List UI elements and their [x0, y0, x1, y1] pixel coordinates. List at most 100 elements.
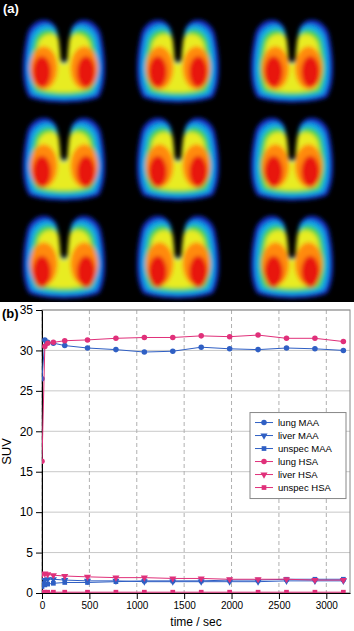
x-axis: 050010001500200025003000 — [40, 593, 351, 611]
grid-line-x — [89, 310, 90, 593]
scan-hotspot — [183, 144, 211, 187]
legend-marker — [260, 433, 267, 439]
scan-hotspot — [189, 256, 207, 287]
scan-contour — [263, 132, 320, 190]
series-marker — [256, 590, 261, 593]
series-marker — [255, 347, 261, 353]
series-marker — [312, 336, 318, 342]
x-tick-mark — [232, 593, 233, 599]
legend-label: unspec MAA — [278, 443, 333, 454]
x-tick-label: 500 — [82, 600, 99, 611]
x-tick-mark — [326, 593, 327, 599]
series-marker — [340, 579, 347, 585]
series-marker — [51, 340, 57, 346]
scan-image — [137, 20, 219, 103]
x-tick: 2500 — [268, 593, 291, 611]
series-marker — [62, 338, 68, 344]
scan-image — [23, 20, 105, 103]
scan-image — [137, 118, 219, 201]
series-marker — [51, 590, 56, 593]
series-marker — [113, 347, 119, 353]
y-tick-label: 30 — [20, 344, 34, 358]
series-marker — [312, 346, 318, 352]
scan-contour — [251, 216, 333, 299]
scan-contour — [149, 132, 206, 190]
series — [42, 332, 346, 464]
scan-image — [251, 118, 333, 201]
series-marker — [227, 334, 233, 340]
series-marker — [45, 590, 50, 593]
y-tick: 35 — [20, 303, 42, 317]
scan-hotspot — [146, 46, 174, 89]
scan-contour — [255, 123, 329, 197]
scan-contour — [141, 25, 215, 99]
y-tick-label: 10 — [20, 505, 34, 519]
grid-line-x — [231, 310, 232, 593]
y-tick-label: 20 — [20, 425, 34, 439]
series-marker — [311, 578, 318, 584]
scan-contour — [31, 225, 97, 291]
grid-line-y — [42, 552, 350, 553]
panel-label: (a) — [3, 1, 19, 16]
scan-contour — [149, 230, 206, 288]
scan-hotspot — [70, 46, 98, 89]
scan-hotspot — [189, 56, 207, 87]
series-marker — [284, 336, 290, 342]
grid-line-x — [184, 310, 185, 593]
x-tick-label: 2500 — [268, 600, 291, 611]
y-tick-label: 15 — [20, 465, 34, 479]
legend-marker — [262, 485, 267, 490]
y-tick-mark — [36, 472, 42, 473]
scan-hotspot — [264, 56, 282, 87]
series-marker — [141, 576, 148, 582]
scan-contour — [141, 123, 215, 197]
scan-hotspot — [30, 144, 58, 187]
series-marker — [45, 582, 50, 587]
series-line — [42, 335, 343, 461]
series-marker — [169, 576, 176, 582]
y-tick: 15 — [20, 465, 42, 479]
series-marker — [341, 339, 347, 345]
plot-area — [42, 332, 347, 593]
series-marker — [340, 578, 347, 584]
series-marker — [84, 575, 91, 581]
series-marker — [283, 577, 290, 583]
scan-hotspot — [33, 256, 51, 287]
y-tick-mark — [36, 350, 42, 351]
x-tick-label: 0 — [40, 600, 46, 611]
series-marker — [226, 577, 233, 583]
scan-image — [23, 118, 105, 201]
y-tick-mark — [36, 431, 42, 432]
series-marker — [113, 336, 119, 342]
series-marker — [255, 332, 261, 338]
y-tick-mark — [36, 553, 42, 554]
y-tick-label: 5 — [26, 546, 33, 560]
plot-background — [42, 310, 350, 593]
y-tick: 0 — [26, 586, 42, 600]
x-tick-mark — [279, 593, 280, 599]
chart: 05101520253035050010001500200025003000ti… — [0, 303, 351, 629]
series-marker — [313, 590, 318, 593]
scan-contour — [23, 20, 105, 103]
series — [42, 337, 346, 381]
x-tick-mark — [42, 593, 43, 599]
series-marker — [198, 576, 205, 582]
scan-hotspot — [301, 56, 319, 87]
legend-marker — [260, 472, 267, 478]
x-tick-label: 2000 — [221, 600, 244, 611]
series-marker — [45, 340, 51, 346]
scan-hotspot — [149, 256, 167, 287]
x-tick: 1000 — [126, 593, 149, 611]
legend-marker — [262, 446, 267, 451]
scan-hotspot — [149, 156, 167, 187]
series-marker — [62, 343, 68, 349]
series-marker — [227, 590, 232, 593]
x-tick: 2000 — [221, 593, 244, 611]
series-marker — [42, 458, 45, 464]
scan-hotspot — [33, 156, 51, 187]
scan-contour — [255, 221, 329, 295]
y-tick: 20 — [20, 425, 42, 439]
legend-item: lung HSA — [255, 456, 319, 467]
scan-contour — [31, 29, 97, 95]
legend-item: liver HSA — [255, 469, 318, 480]
